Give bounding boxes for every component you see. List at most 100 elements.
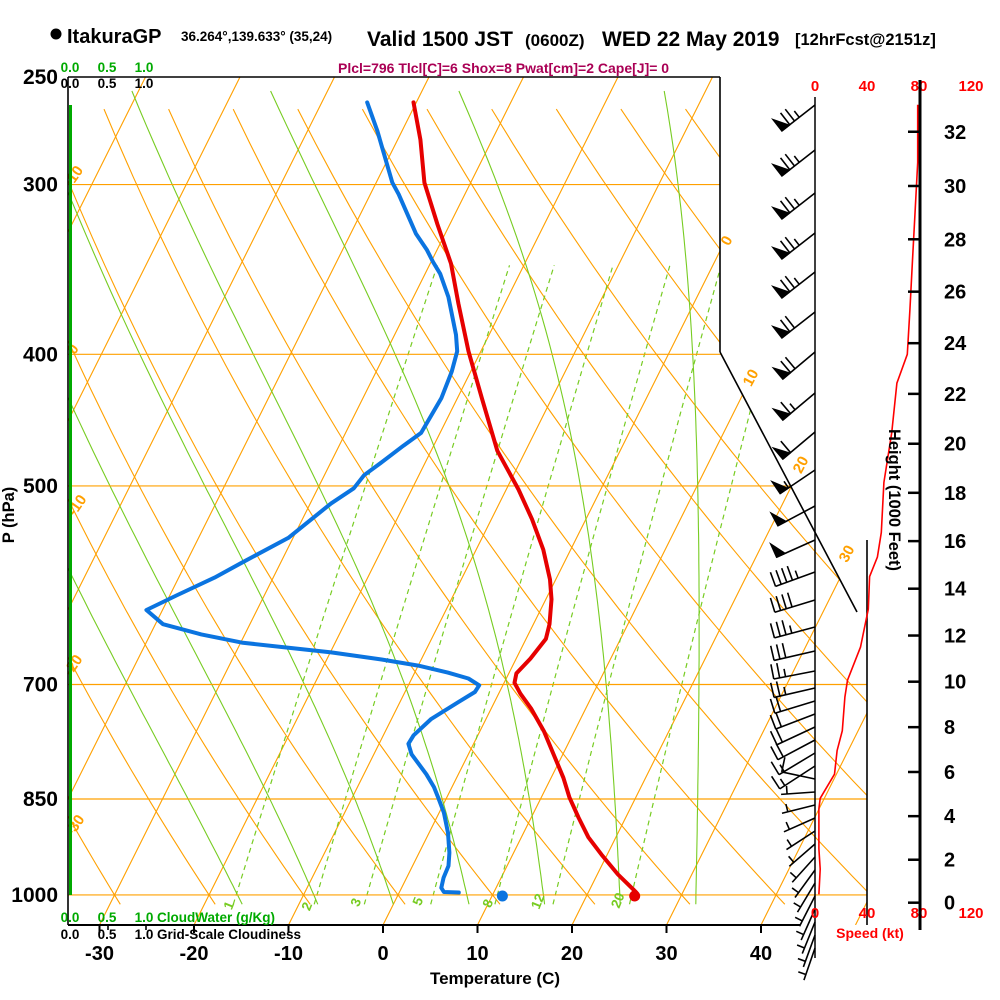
pressure-tick-label: 400	[23, 343, 58, 366]
dry-adiabat-lines	[68, 108, 867, 905]
dry-adiabat-label: 10	[64, 163, 87, 186]
mixing-ratio-line	[313, 265, 511, 905]
mixing-ratio-line	[363, 265, 555, 905]
wind-barb-full	[784, 236, 796, 250]
wind-barb-shaft	[781, 771, 816, 780]
wind-barbs	[769, 104, 816, 981]
wind-barb-half	[785, 785, 788, 795]
station-coords: 36.264°,139.633° (35,24)	[181, 29, 332, 44]
isotherm-lines	[68, 77, 867, 925]
wind-barb-shaft	[773, 687, 816, 699]
wind-barb-full	[775, 728, 784, 743]
temperature-tick-label: 0	[377, 943, 388, 965]
wind-barb-half	[796, 944, 805, 949]
wind-barb-half	[788, 855, 795, 863]
height-tick-label: 30	[944, 176, 966, 198]
forecast-reference: [12hrFcst@2151z]	[795, 31, 936, 49]
height-tick-label: 32	[944, 122, 966, 144]
isotherm-line	[855, 77, 867, 925]
height-tick-label: 24	[944, 333, 967, 355]
wind-barb-half	[783, 480, 790, 489]
height-tick-label: 14	[944, 579, 967, 601]
wind-barb-full	[775, 681, 781, 697]
wind-barb-full	[779, 279, 791, 293]
wind-barb-full	[775, 743, 784, 758]
isotherm-line	[68, 77, 335, 925]
cloudiness-scale-label: Grid-Scale Cloudiness	[157, 927, 301, 942]
stability-indices: Plcl=796 Tlcl[C]=6 Shox=8 Pwat[cm]=2 Cap…	[338, 60, 669, 76]
wind-barb-full	[776, 662, 781, 679]
speed-tick-label-top: 0	[811, 78, 819, 95]
wind-barb-full	[775, 712, 783, 728]
wind-barb-full	[779, 112, 791, 126]
speed-tick-label-top: 40	[859, 78, 876, 95]
mixing-ratio-label: 2	[298, 900, 315, 913]
wind-barb-full	[775, 644, 781, 660]
isotherm-label: 10	[740, 367, 763, 390]
dewpoint-trace	[144, 100, 482, 895]
cloudwater-scale-tick-top: 1.0	[135, 60, 154, 75]
moist-adiabat-line	[270, 90, 546, 905]
dry-adiabat-line	[68, 108, 121, 905]
wind-barb-shaft	[788, 843, 816, 867]
height-tick-label: 6	[944, 762, 955, 784]
cloudiness-scale-tick-bottom: 0.0	[61, 927, 80, 942]
valid-time: Valid 1500 JST	[367, 28, 513, 51]
plot-frame	[67, 76, 868, 933]
pressure-tick-label: 700	[23, 673, 58, 696]
valid-date: WED 22 May 2019	[602, 28, 779, 51]
wind-barb-shaft	[801, 921, 816, 954]
mixing-ratio-lines	[232, 265, 789, 905]
pressure-axis-label: P (hPa)	[0, 487, 18, 544]
wind-barb-shaft	[775, 713, 816, 730]
isotherm-line	[760, 77, 867, 925]
wind-barb-full	[784, 275, 796, 289]
wind-barb-half	[789, 871, 797, 879]
temperature-trace	[411, 100, 639, 895]
wind-barb-shaft	[774, 599, 816, 614]
wind-barb-pennant	[769, 511, 788, 527]
mixing-ratio-label: 8	[479, 897, 496, 910]
wind-barb-full	[779, 319, 791, 333]
wind-barb-full	[779, 200, 791, 214]
wind-barb-full	[775, 595, 782, 611]
wind-barb-shaft	[800, 908, 816, 941]
wind-barb-half	[793, 902, 801, 908]
cloudwater-scale-tick-bottom: 0.5	[98, 910, 117, 925]
valid-utc: (0600Z)	[525, 31, 585, 50]
mixing-ratio-label: 12	[528, 892, 548, 912]
cloudwater-scale-tick-top: 0.5	[98, 60, 117, 75]
surface-temperature-dot	[629, 890, 641, 902]
wind-barb-pennant	[771, 407, 792, 422]
wind-barb-shaft	[778, 752, 816, 776]
temperature-tick-label: -30	[85, 943, 114, 965]
wind-barb-half	[785, 803, 789, 812]
wind-barb-half	[793, 155, 800, 163]
cloudwater-scale-tick-bottom: 1.0	[135, 910, 154, 925]
wind-barb-half	[779, 778, 786, 787]
isotherm-line	[68, 77, 430, 925]
wind-barb-half	[797, 957, 806, 963]
wind-barb-half	[783, 686, 787, 695]
isotherm-line	[666, 77, 867, 925]
pressure-gridlines	[68, 183, 867, 896]
mixing-ratio-line	[552, 265, 722, 905]
temperature-tick-label: -10	[274, 943, 303, 965]
wind-barb-pennant	[770, 285, 791, 299]
wind-barb-half	[786, 839, 793, 847]
temperature-axis-label: Temperature (C)	[430, 969, 560, 988]
cloudiness-scale-tick-bottom: 0.5	[98, 927, 117, 942]
pressure-tick-label: 850	[23, 788, 58, 811]
isotherm-line	[382, 77, 808, 925]
mixing-ratio-line	[494, 265, 671, 905]
height-tick-label: 18	[944, 483, 966, 505]
wind-barb-full	[779, 240, 791, 254]
station-bullet-icon	[50, 28, 62, 40]
wind-barb-shaft	[774, 700, 816, 715]
moist-adiabat-line	[68, 90, 394, 905]
isotherm-line	[571, 77, 867, 925]
wind-barb-full	[780, 360, 792, 374]
dry-adiabat-line	[232, 108, 786, 905]
pressure-tick-label: 500	[23, 475, 58, 498]
